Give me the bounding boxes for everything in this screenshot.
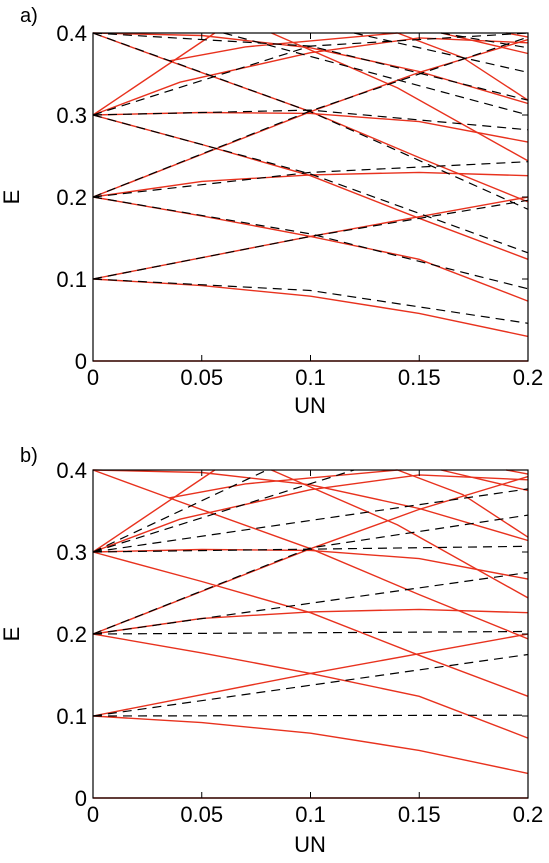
panel-b-xtick-label-1: 0.05 [180,802,223,827]
panel-a-dashed-line-10 [223,32,529,116]
panel-b-ytick-label-2: 0.2 [56,622,87,647]
panel-a-solid-line-14 [440,32,529,55]
panel-a-ytick-label-0: 0 [75,349,87,374]
panel-b-label: b) [20,445,38,467]
panel-a-dashed-line-3 [92,161,529,198]
panel-a-solid-line-6 [92,111,529,143]
panel-b-ylabel: E [0,627,24,642]
panel-a-xtick-label-1: 0.05 [180,365,223,390]
panel-a-dashed-line-5 [92,114,529,254]
panel-b-dashed-line-2 [92,630,529,635]
panel-b-dashed-line-6 [92,488,529,553]
panel-a-axes-box [92,32,529,362]
panel-b-solid-line-13 [271,469,529,599]
panel-b-ytick-label-3: 0.3 [56,540,87,565]
panel-a-solid-line-9 [92,32,529,105]
panel-a-dashed-line-1 [92,199,529,280]
panel-b-solid-line-12 [397,469,529,538]
panel-b-ytick-label-0: 0 [75,786,87,811]
panel-a-xtick-label-0: 0 [87,365,99,390]
panel-a: a) 0 0.05 0.1 0.15 0.2 0 0.1 0.2 0.3 0.4 UN E [0,5,543,418]
panel-b-xtick-label-3: 0.15 [398,802,441,827]
panel-a-series [92,32,529,362]
panel-a-solid-line-8 [92,32,216,116]
panel-a-dashed-line-7 [92,32,529,116]
panel-b-solid-line-1 [92,633,529,717]
panel-b-xtick-label-0: 0 [87,802,99,827]
panel-b-solid-line-3 [92,608,529,635]
panel-b-solid-line-2 [92,633,529,739]
panel-b-ytick-label-4: 0.4 [56,458,87,483]
panel-a-ytick-label-4: 0.4 [56,21,87,46]
panel-b-solid-line-7 [92,474,529,553]
panel-b-solid-line-6 [92,548,529,580]
panel-b-dashed-line-0 [92,714,529,717]
panel-b-dashed-line-7 [92,469,268,553]
panel-a-xtick-label-4: 0.2 [513,365,544,390]
panel-b-solid-line-5 [92,551,529,697]
panel-b-xtick-label-4: 0.2 [513,802,544,827]
panel-a-solid-line-3 [92,171,529,198]
panel-b-ticks: 0 0.05 0.1 0.15 0.2 0 0.1 0.2 0.3 0.4 [56,458,543,827]
panel-a-ticks: 0 0.05 0.1 0.15 0.2 0 0.1 0.2 0.3 0.4 [56,21,543,390]
panel-a-solid-line-2 [92,196,529,302]
panel-b-solid-line-0 [92,715,529,775]
panel-b-solid-line-14 [440,469,529,492]
panel-b-series [92,469,529,799]
panel-a-label: a) [20,5,38,27]
panel-a-xlabel: UN [294,393,326,418]
panel-a-dashed-line-9 [92,32,529,210]
panel-b-solid-line-11 [168,469,398,499]
panel-a-xtick-label-3: 0.15 [398,365,441,390]
panel-b-ytick-label-1: 0.1 [56,704,87,729]
panel-a-ylabel: E [0,190,24,205]
panel-a-solid-line-13 [271,32,529,162]
panel-a-dashed-line-0 [92,278,529,324]
panel-b-dashed-line-5 [92,545,529,553]
panel-a-dashed-line-8 [92,32,529,101]
panel-a-solid-line-0 [92,278,529,338]
panel-a-ytick-label-3: 0.3 [56,103,87,128]
panel-b: b) 0 0.05 0.1 0.15 0.2 0 0.1 0.2 0.3 0.4 UN E [0,445,543,857]
panel-b-solid-line-15 [506,469,529,475]
panel-b-dashed-line-1 [92,653,529,717]
panel-a-ytick-label-2: 0.2 [56,185,87,210]
panel-a-dashed-line-4 [92,36,529,198]
panel-b-xtick-label-2: 0.1 [295,802,326,827]
panel-b-dashed-line-8 [92,469,355,553]
panel-a-solid-line-7 [92,37,529,116]
panel-b-solid-line-9 [92,469,529,542]
panel-a-xtick-label-2: 0.1 [295,365,326,390]
panel-a-dashed-line-6 [92,109,529,131]
panel-b-solid-line-8 [92,469,216,553]
panel-b-dashed-line-4 [92,514,529,635]
panel-a-ytick-label-1: 0.1 [56,267,87,292]
panel-b-xlabel: UN [294,832,326,857]
panel-a-solid-line-11 [168,32,398,62]
panel-a-solid-line-12 [397,32,529,101]
panel-b-dashed-line-3 [92,571,529,635]
